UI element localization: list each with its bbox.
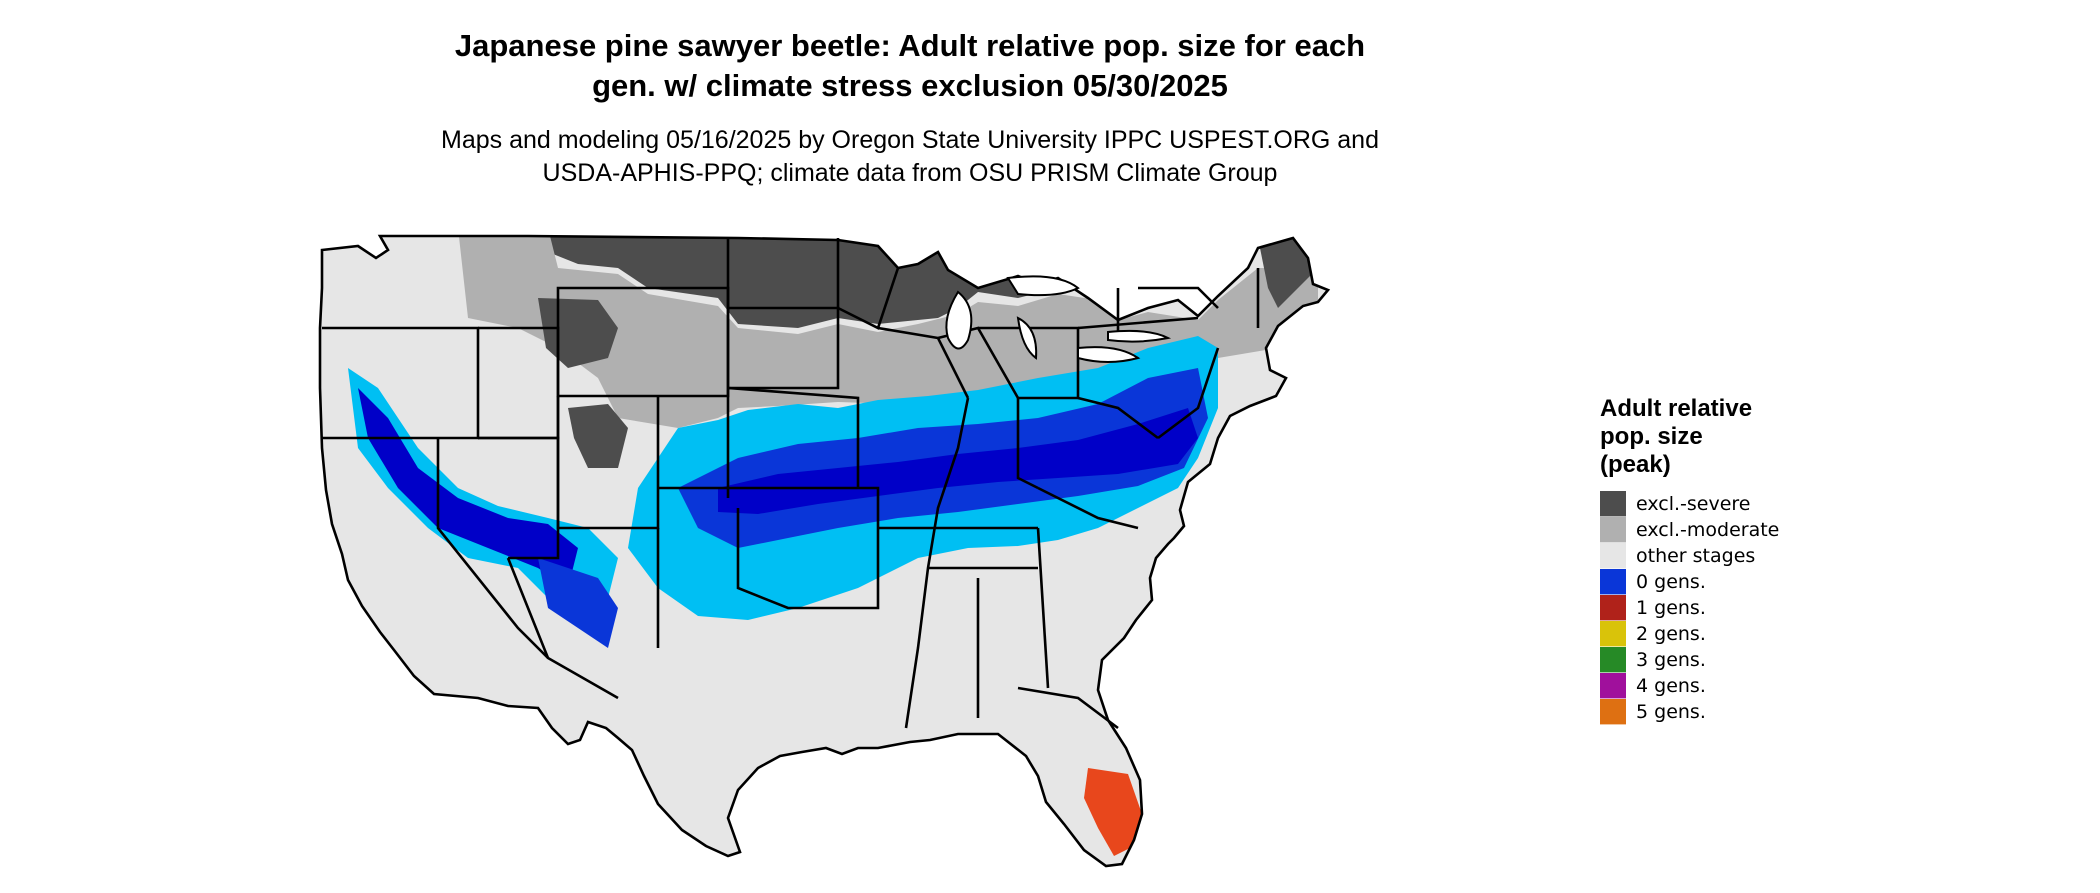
legend-item: excl.-severe (1600, 491, 1900, 517)
legend-label: 4 gens. (1636, 675, 1706, 697)
map-subtitle-line-2: USDA-APHIS-PPQ; climate data from OSU PR… (542, 159, 1278, 187)
zone-dark-blue-southwest (358, 388, 578, 588)
legend-label: other stages (1636, 545, 1756, 567)
legend-label: 5 gens. (1636, 701, 1706, 723)
legend-label: excl.-moderate (1636, 519, 1780, 541)
legend-item: 3 gens. (1600, 647, 1900, 673)
legend-item: other stages (1600, 543, 1900, 569)
legend-swatch (1600, 569, 1626, 595)
legend-swatch (1600, 491, 1626, 517)
map-legend: Adult relative pop. size (peak) excl.-se… (1600, 395, 1900, 725)
legend-item: 5 gens. (1600, 699, 1900, 725)
legend-item: 1 gens. (1600, 595, 1900, 621)
legend-swatch (1600, 621, 1626, 647)
map-title-line-1: Japanese pine sawyer beetle: Adult relat… (454, 28, 1366, 63)
map-subtitle-line-1: Maps and modeling 05/16/2025 by Oregon S… (441, 126, 1379, 154)
legend-label: 2 gens. (1636, 623, 1706, 645)
legend-title-line-2: pop. size (1600, 423, 1703, 450)
legend-swatch (1600, 647, 1626, 673)
zone-red-south-florida (1084, 768, 1142, 856)
legend-items: excl.-severe excl.-moderate other stages 0 … (1600, 491, 1900, 725)
legend-swatch (1600, 699, 1626, 725)
legend-title: Adult relative pop. size (peak) (1600, 395, 1900, 479)
legend-label: 3 gens. (1636, 649, 1706, 671)
legend-item: 4 gens. (1600, 673, 1900, 699)
legend-title-line-1: Adult relative (1600, 395, 1753, 422)
legend-swatch (1600, 595, 1626, 621)
map-title: Japanese pine sawyer beetle: Adult relat… (400, 26, 1420, 106)
us-map-svg (318, 234, 1330, 868)
legend-swatch (1600, 543, 1626, 569)
zone-excl-severe-northeast (1258, 238, 1318, 308)
map-title-line-2: gen. w/ climate stress exclusion 05/30/2… (592, 68, 1228, 103)
legend-label: 0 gens. (1636, 571, 1706, 593)
legend-title-line-3: (peak) (1600, 451, 1671, 478)
legend-swatch (1600, 517, 1626, 543)
legend-item: 2 gens. (1600, 621, 1900, 647)
great-lakes (945, 275, 1172, 363)
legend-swatch (1600, 673, 1626, 699)
zone-excl-severe-colorado (568, 404, 628, 468)
legend-item: excl.-moderate (1600, 517, 1900, 543)
legend-item: 0 gens. (1600, 569, 1900, 595)
zone-blue-arizona (538, 558, 618, 648)
us-map (318, 228, 1558, 888)
state-borders (318, 234, 1330, 868)
legend-label: excl.-severe (1636, 493, 1751, 515)
map-subtitle: Maps and modeling 05/16/2025 by Oregon S… (380, 124, 1440, 190)
legend-label: 1 gens. (1636, 597, 1706, 619)
